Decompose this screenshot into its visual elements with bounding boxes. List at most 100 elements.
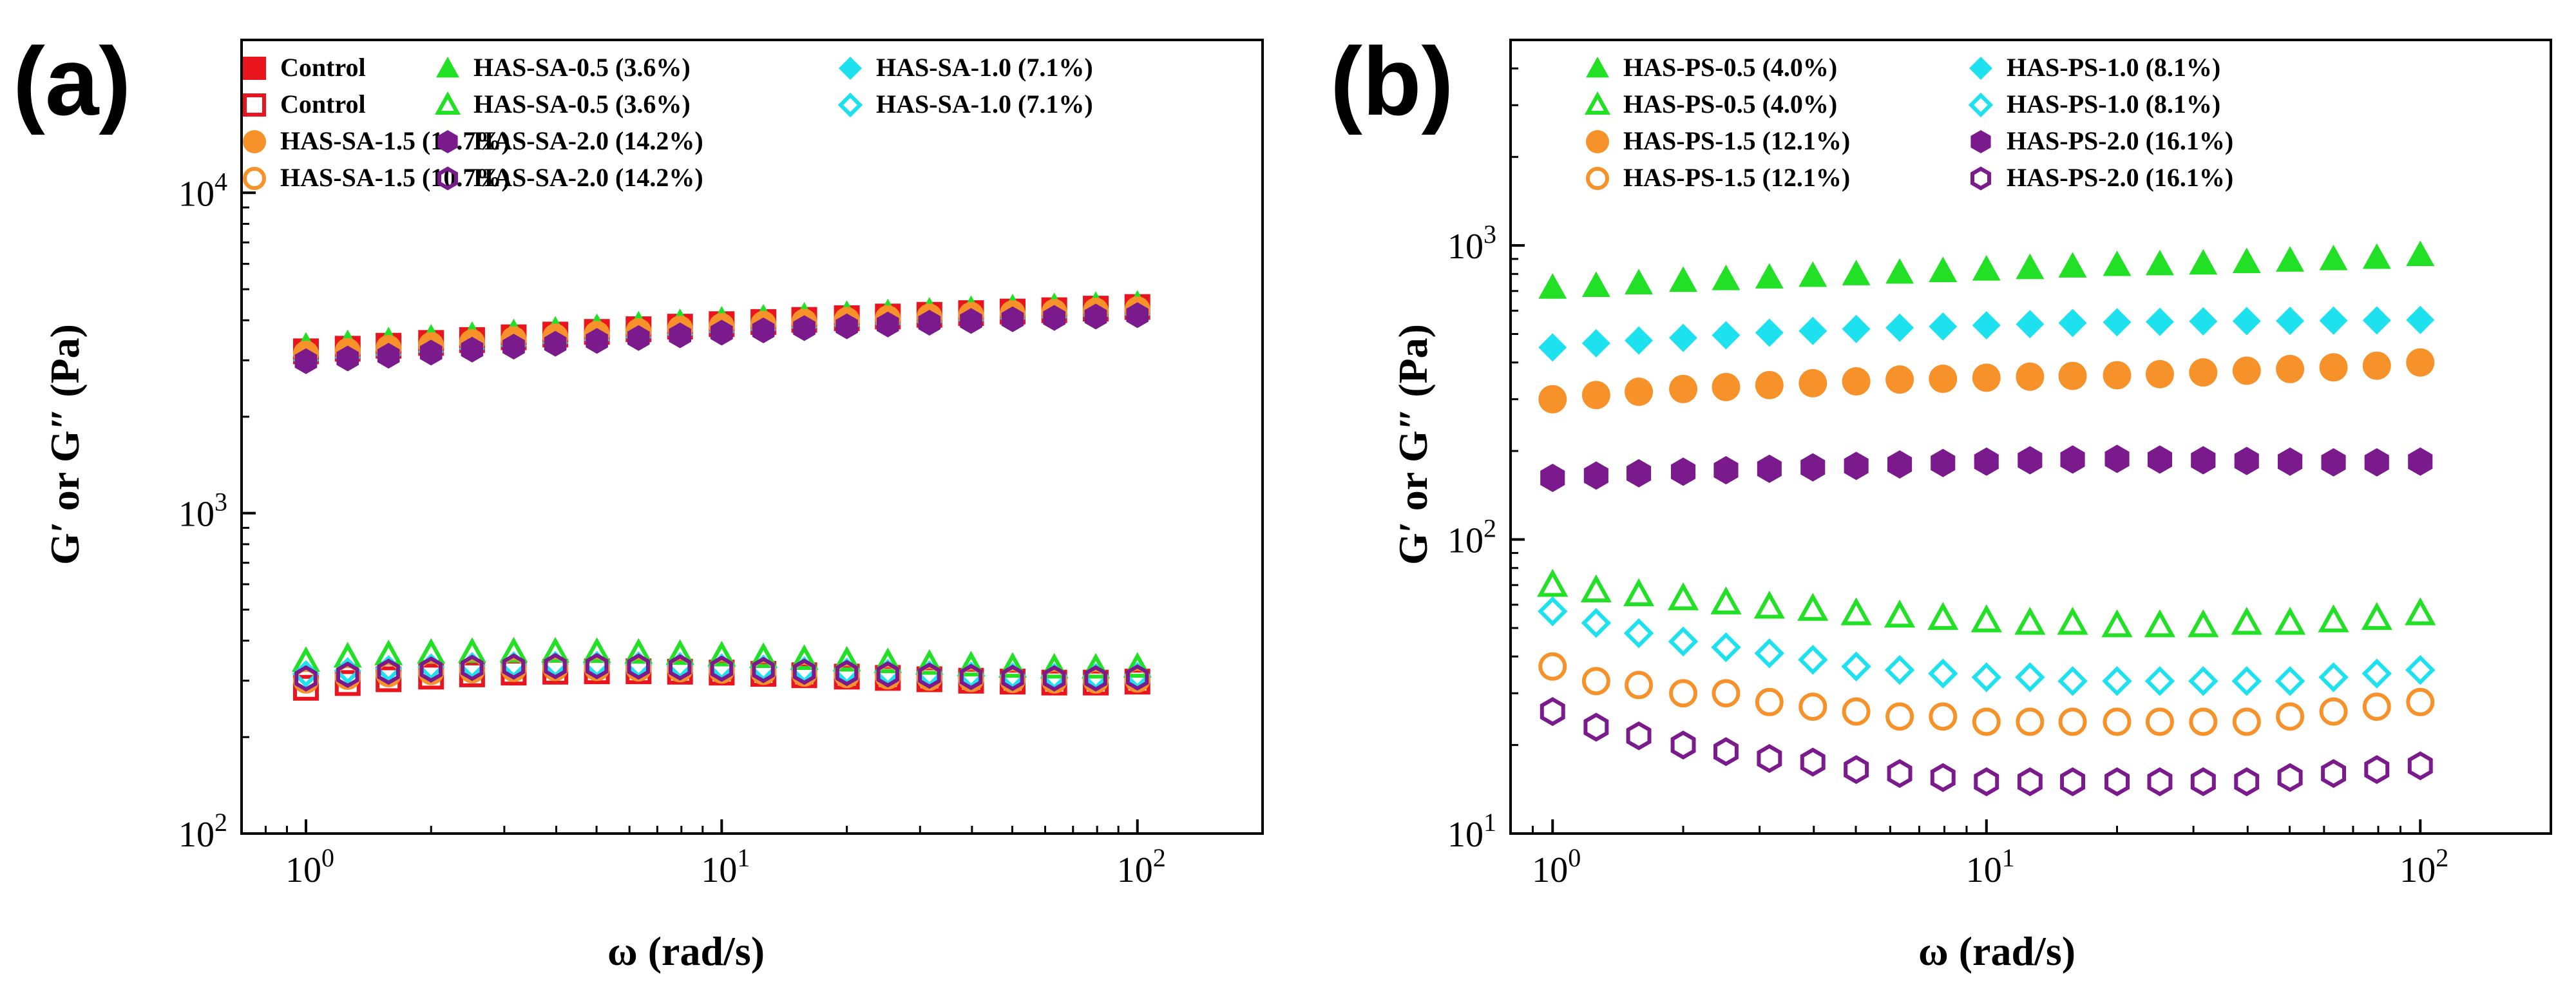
data-point (1670, 730, 1696, 760)
legend-marker (1968, 92, 1994, 118)
data-point (1669, 679, 1698, 708)
legend-marker (1969, 57, 1992, 80)
data-point (1800, 747, 1826, 777)
data-point (915, 649, 944, 675)
legend-marker (243, 57, 266, 80)
data-point (544, 330, 567, 357)
data-point (2145, 707, 2174, 736)
data-point (2103, 250, 2132, 276)
data-point (877, 311, 899, 338)
data-point (749, 642, 778, 668)
data-point (1972, 254, 2001, 281)
data-point (1757, 744, 1782, 773)
legend-label: HAS-SA-2.0 (14.2%) (473, 126, 703, 155)
data-point (1668, 626, 1699, 657)
data-point (2362, 306, 2391, 335)
data-point (294, 665, 318, 692)
legend-marker (436, 57, 459, 78)
data-point (585, 653, 609, 680)
data-point (1040, 653, 1069, 679)
data-point (1001, 306, 1024, 332)
data-point (918, 310, 941, 336)
data-point (1840, 597, 1872, 625)
y-ticks-b: 101 102 103 (1447, 39, 1525, 855)
data-point (1081, 653, 1111, 679)
data-point (2276, 246, 2305, 272)
data-point (2189, 249, 2218, 275)
data-point (2405, 654, 2436, 685)
data-point (1844, 755, 1869, 785)
data-point (2361, 602, 2392, 630)
series-a-9 (294, 653, 1149, 692)
series-b-5 (1538, 652, 2435, 736)
data-point (1885, 702, 1914, 731)
data-point (1927, 602, 1959, 630)
x-ticks-a: 100 101 102 (240, 819, 1264, 890)
x-tick-label: 100 (285, 843, 334, 890)
plot-frame-a (240, 39, 1264, 835)
legend-label: HAS-SA-1.0 (7.1%) (876, 53, 1093, 82)
data-point (2275, 606, 2306, 635)
series-a-8 (294, 302, 1149, 374)
data-point (2145, 249, 2174, 276)
data-point (1123, 652, 1152, 678)
legend-marker (839, 57, 862, 80)
data-point (957, 651, 986, 677)
data-point (2058, 361, 2087, 390)
data-point (2188, 666, 2218, 696)
data-point (336, 345, 359, 372)
data-point (1972, 707, 2001, 736)
data-point (1538, 333, 1567, 362)
data-point (1626, 721, 1652, 750)
data-point (1798, 368, 1827, 397)
data-point (1669, 266, 1698, 292)
data-point (2058, 309, 2087, 338)
data-point (1583, 712, 1609, 742)
data-point (2362, 351, 2391, 380)
data-point (582, 637, 611, 663)
data-point (2101, 609, 2133, 638)
x-axis-title-b: ω (rad/s) (1918, 928, 2075, 974)
data-point (2057, 666, 2088, 696)
data-point (1713, 456, 1739, 484)
data-point (1623, 578, 1655, 607)
data-point (2058, 707, 2087, 736)
legend-label: HAS-PS-1.5 (12.1%) (1623, 126, 1850, 155)
data-point (1625, 269, 1654, 295)
x-tick-label: 101 (701, 843, 750, 890)
data-point (2188, 609, 2219, 638)
data-point (292, 674, 319, 701)
data-point (461, 336, 484, 363)
data-point (1084, 665, 1107, 692)
data-point (707, 640, 736, 667)
data-point (1126, 302, 1149, 329)
series-b-7 (1540, 697, 2433, 797)
data-point (669, 654, 692, 681)
data-point (711, 320, 733, 346)
data-point (2406, 240, 2435, 267)
data-point (1669, 323, 1698, 352)
data-point (2406, 305, 2435, 334)
data-point (2017, 767, 2043, 797)
data-point (1842, 260, 1871, 285)
legend-marker (437, 166, 458, 191)
data-point (2319, 697, 2348, 726)
data-point (1581, 381, 1610, 410)
data-point (1929, 256, 1958, 283)
data-point (627, 653, 650, 680)
data-point (336, 662, 359, 688)
data-point (541, 636, 570, 663)
data-point (2361, 658, 2392, 689)
data-point (419, 656, 443, 683)
data-point (1713, 737, 1739, 767)
data-point (2190, 767, 2216, 797)
data-point (1798, 316, 1827, 345)
data-point (835, 660, 859, 687)
data-point (2058, 252, 2087, 278)
data-point (2319, 353, 2348, 382)
data-point (1001, 664, 1024, 691)
data-point (624, 638, 653, 664)
data-point (2016, 707, 2045, 736)
data-point (2234, 446, 2259, 475)
y-tick-label: 102 (178, 808, 227, 855)
